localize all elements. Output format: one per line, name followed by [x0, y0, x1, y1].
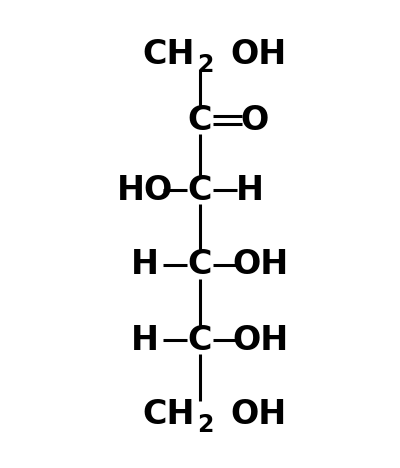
Text: C: C: [188, 103, 212, 137]
Text: 2: 2: [197, 413, 213, 437]
Text: H: H: [236, 174, 264, 206]
Text: CH: CH: [142, 398, 195, 431]
Text: C: C: [188, 174, 212, 206]
Text: OH: OH: [232, 323, 288, 357]
Text: OH: OH: [230, 38, 286, 72]
Text: C: C: [188, 323, 212, 357]
Text: HO: HO: [117, 174, 173, 206]
Text: C: C: [188, 249, 212, 281]
Text: H: H: [131, 249, 159, 281]
Text: O: O: [241, 103, 269, 137]
Text: OH: OH: [230, 398, 286, 431]
Text: 2: 2: [197, 53, 213, 77]
Text: H: H: [131, 323, 159, 357]
Text: OH: OH: [232, 249, 288, 281]
Text: CH: CH: [142, 38, 195, 72]
